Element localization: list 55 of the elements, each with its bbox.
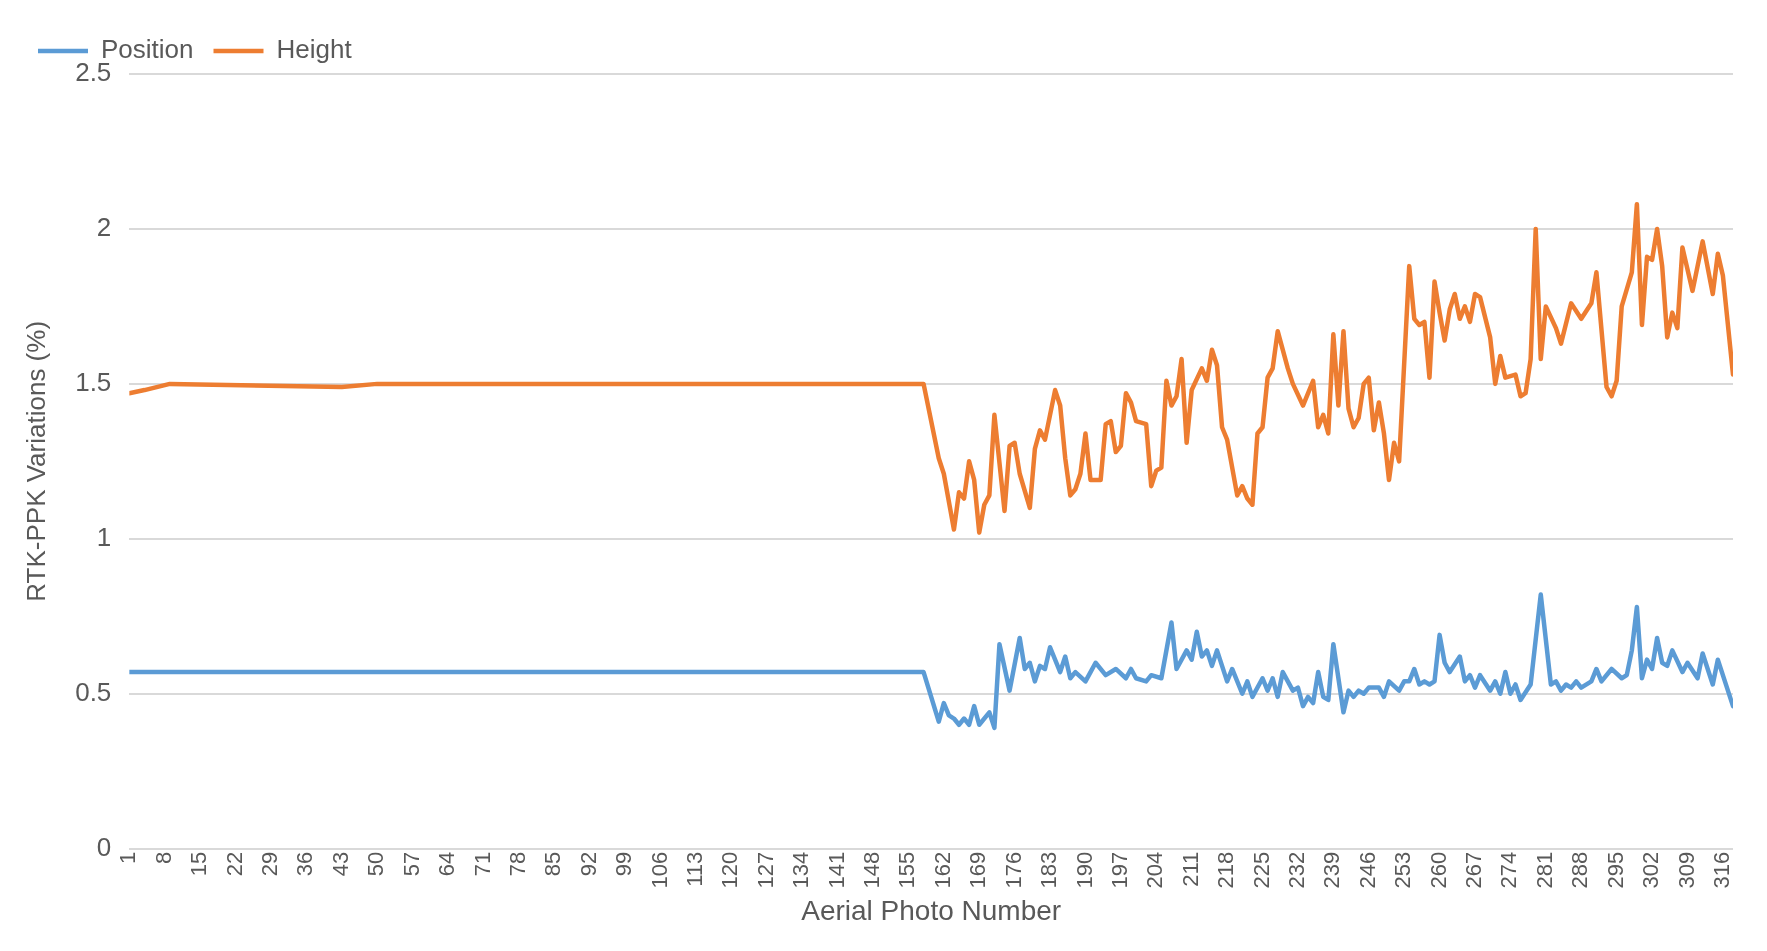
- x-tick-label: 8: [150, 851, 176, 864]
- x-tick-label: 64: [434, 851, 460, 877]
- x-tick-label: 246: [1354, 851, 1380, 889]
- y-tick-label: 2: [96, 212, 112, 243]
- x-tick-label: 50: [363, 851, 389, 877]
- x-tick-label: 85: [540, 851, 566, 877]
- x-tick-label: 29: [257, 851, 283, 877]
- y-tick-label: 1: [96, 521, 112, 552]
- x-tick-label: 253: [1390, 851, 1416, 889]
- x-tick-label: 141: [823, 851, 849, 889]
- x-tick-label: 309: [1673, 851, 1699, 889]
- y-tick-label: 1.5: [75, 367, 112, 398]
- x-tick-label: 267: [1461, 851, 1487, 889]
- x-tick-label: 232: [1284, 851, 1309, 889]
- x-tick-label: 127: [752, 851, 778, 889]
- legend-label: Height: [276, 34, 353, 65]
- x-tick-label: 211: [1177, 851, 1203, 887]
- x-tick-label: 36: [292, 851, 318, 877]
- x-tick-label: 204: [1142, 851, 1168, 889]
- x-tick-label: 190: [1071, 851, 1097, 889]
- x-tick-label: 57: [398, 851, 424, 877]
- y-tick-label: 0: [96, 831, 112, 862]
- x-axis-title: Aerial Photo Number: [801, 894, 1062, 926]
- y-tick-label: 2.5: [75, 57, 112, 88]
- x-tick-label: 183: [1036, 851, 1062, 889]
- x-tick-label: 169: [965, 851, 991, 889]
- x-tick-label: 316: [1708, 851, 1734, 889]
- x-tick-label: 197: [1106, 851, 1132, 889]
- x-tick-label: 106: [646, 851, 672, 889]
- x-tick-label: 148: [859, 851, 885, 889]
- x-tick-label: 113: [682, 851, 707, 887]
- x-tick-label: 1: [115, 851, 141, 864]
- y-axis-title: RTK-PPK Variations (%): [20, 320, 51, 602]
- x-tick-label: 274: [1496, 851, 1522, 889]
- x-tick-label: 99: [611, 851, 637, 877]
- x-tick-label: 155: [894, 851, 920, 889]
- x-tick-label: 162: [929, 851, 955, 889]
- x-tick-label: 15: [186, 851, 212, 877]
- x-tick-label: 120: [717, 851, 743, 889]
- x-tick-label: 281: [1531, 851, 1557, 889]
- x-tick-label: 134: [788, 851, 814, 889]
- x-tick-label: 43: [327, 851, 353, 877]
- x-tick-label: 78: [504, 851, 530, 877]
- x-tick-label: 92: [575, 851, 601, 877]
- x-tick-label: 71: [469, 851, 495, 877]
- x-tick-label: 302: [1638, 851, 1664, 889]
- y-tick-label: 0.5: [75, 676, 112, 707]
- x-tick-label: 225: [1248, 851, 1274, 889]
- x-tick-label: 260: [1425, 851, 1451, 889]
- x-tick-label: 176: [1000, 851, 1026, 889]
- x-tick-label: 218: [1213, 851, 1239, 889]
- x-tick-label: 288: [1567, 851, 1593, 889]
- x-tick-label: 239: [1319, 851, 1345, 889]
- x-tick-label: 295: [1602, 851, 1628, 889]
- x-tick-label: 22: [221, 851, 247, 877]
